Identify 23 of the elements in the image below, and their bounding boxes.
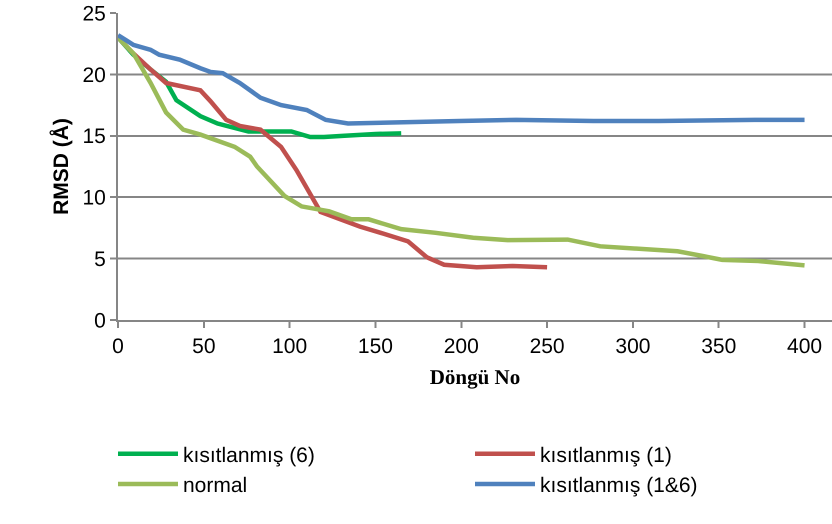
x-tick-label: 300	[615, 335, 650, 358]
legend-label: kısıtlanmış (1&6)	[540, 474, 698, 498]
x-tick-label: 150	[358, 335, 393, 358]
y-axis-title: RMSD (Å)	[49, 118, 74, 215]
y-tick-label: 25	[82, 2, 106, 26]
x-tick-label: 0	[112, 335, 124, 358]
line-series	[118, 35, 807, 268]
x-tick-label: 100	[272, 335, 308, 358]
y-tick-label: 5	[94, 248, 106, 271]
x-axis-title: Döngü No	[430, 364, 520, 389]
legend-label: kısıtlanmış (1)	[540, 444, 672, 467]
legend-label: normal	[183, 474, 248, 498]
x-tick-label: 250	[530, 335, 565, 358]
y-tick-label: 10	[82, 186, 106, 210]
y-tick-label: 0	[94, 309, 106, 332]
x-tick-label: 50	[192, 335, 216, 358]
x-tick-label: 350	[701, 335, 736, 358]
legend-label: kısıtlanmış (6)	[183, 444, 315, 467]
line-series	[118, 32, 807, 126]
y-tick-label: 15	[82, 125, 106, 148]
x-tick-label: 200	[444, 335, 479, 358]
y-tick-label: 20	[82, 64, 106, 87]
x-tick-label: 400	[787, 335, 822, 358]
